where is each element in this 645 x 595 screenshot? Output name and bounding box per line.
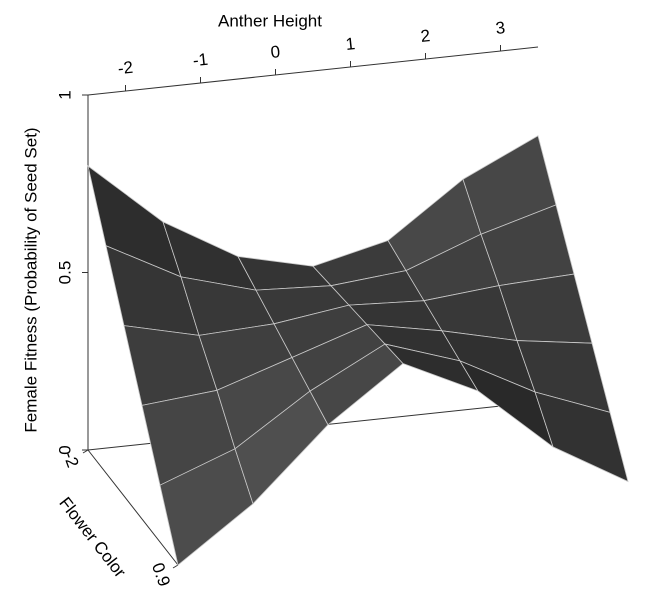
surface-patch (534, 391, 629, 483)
x-axis-label: Anther Height (218, 11, 322, 30)
x-tick-label: 3 (495, 18, 506, 38)
y-tick-label: 0.9 (148, 560, 174, 589)
x-axis (87, 46, 539, 96)
x-tick-label: -2 (117, 58, 134, 78)
x-tick-label: 2 (420, 26, 431, 46)
y-tick-label: -2 (59, 449, 82, 470)
x-tick-label: 1 (345, 34, 356, 54)
y-axis-label: Flower Color (55, 494, 130, 582)
y-tick (82, 449, 89, 454)
x-tick-label: 0 (270, 42, 281, 62)
z-tick-label: 0 (55, 445, 74, 454)
x-tick-label: -1 (192, 50, 209, 70)
z-tick-label: 0.5 (55, 261, 74, 285)
y-tick (172, 564, 179, 569)
z-tick-label: 1 (55, 90, 74, 99)
z-axis-label: Female Fitness (Probability of Seed Set) (21, 127, 40, 432)
y-axis (87, 449, 179, 566)
